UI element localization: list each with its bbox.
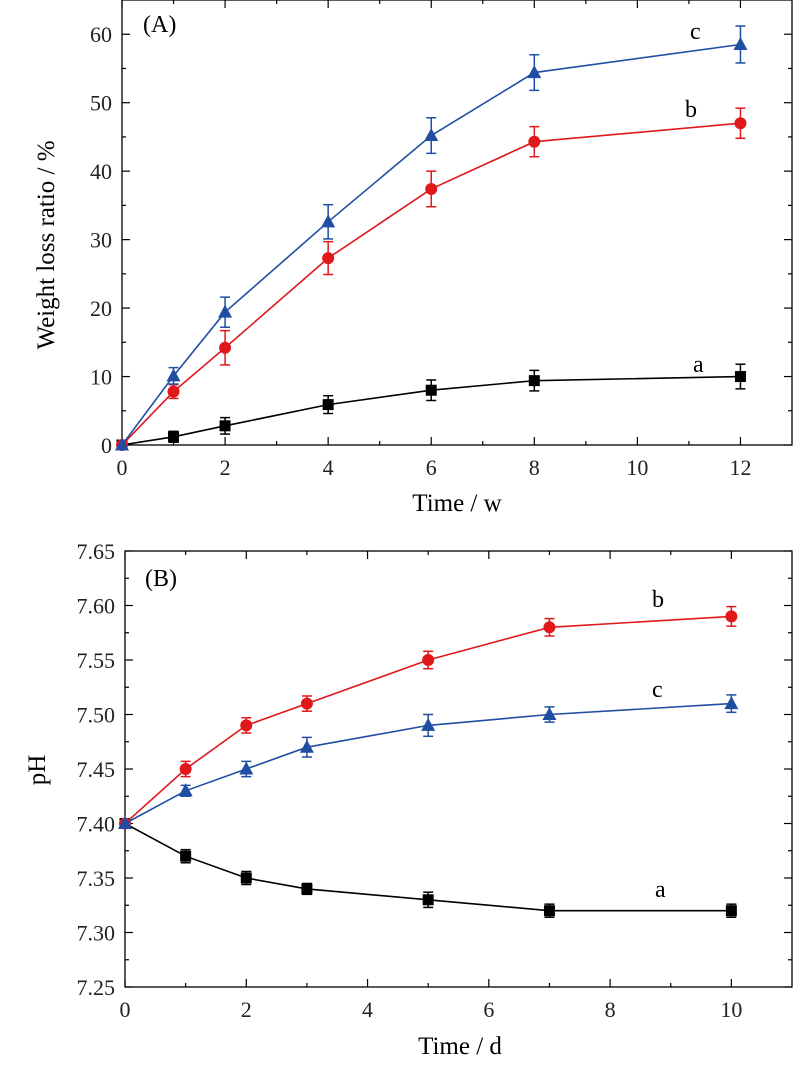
panel-a-x-axis-label: Time / w	[412, 490, 501, 517]
panel-b-series-a: a	[119, 818, 737, 918]
y-tick-label: 7.45	[77, 757, 116, 782]
y-tick-label: 7.40	[77, 812, 116, 837]
x-tick-label: 6	[483, 997, 494, 1022]
data-point-square	[240, 872, 252, 884]
data-point-square	[322, 399, 334, 411]
y-tick-label: 7.35	[77, 866, 116, 891]
series-label-c: c	[690, 19, 701, 45]
y-tick-label: 50	[90, 91, 112, 116]
data-point-circle	[219, 341, 232, 354]
data-point-square	[168, 431, 180, 443]
x-tick-label: 4	[362, 997, 373, 1022]
panel-a-ticks: 0 2 4 6 8 10 12 0 10 20 30 40 50 60	[90, 0, 792, 480]
series-label-c: c	[652, 677, 663, 703]
panel-a-series: a b c	[115, 19, 748, 451]
panel-a-plot-frame	[121, 0, 793, 446]
data-point-circle	[543, 621, 556, 634]
data-point-square	[734, 371, 746, 383]
series-label-b: b	[652, 587, 664, 613]
y-tick-label: 40	[90, 159, 112, 184]
series-label-b: b	[685, 97, 697, 123]
data-point-square	[543, 905, 555, 917]
data-point-triangle	[321, 214, 336, 228]
data-point-circle	[425, 182, 438, 195]
data-point-circle	[179, 763, 192, 775]
panel-b-series-c: c	[118, 677, 739, 829]
y-tick-label: 7.50	[77, 703, 116, 728]
data-point-triangle	[118, 816, 132, 829]
data-point-square	[219, 420, 231, 432]
panel-b-x-axis-label: Time / d	[418, 1033, 502, 1060]
series-label-a: a	[655, 877, 666, 903]
y-tick-label: 7.55	[77, 648, 116, 673]
x-tick-label: 12	[729, 455, 751, 480]
data-point-circle	[734, 117, 747, 130]
data-point-triangle	[166, 368, 181, 382]
data-point-square	[422, 894, 434, 906]
data-point-circle	[322, 252, 335, 265]
panel-b-ph-chart: (B) Time / d pH 0 2 4 6 8 10 7.25 7.30 7.35 7.40 7…	[24, 539, 793, 1060]
x-tick-label: 6	[426, 455, 437, 480]
panel-a-weight-loss-chart: (A) Time / w Weight loss ratio / % 0 2 4 6 8…	[33, 0, 793, 517]
panel-a-y-axis-label: Weight loss ratio / %	[33, 140, 60, 349]
data-point-circle	[422, 654, 435, 666]
data-point-circle	[725, 610, 738, 623]
data-point-square	[528, 375, 540, 387]
y-tick-label: 7.25	[77, 975, 116, 1000]
x-tick-label: 8	[605, 997, 616, 1022]
y-tick-label: 7.30	[77, 921, 116, 946]
data-point-triangle	[542, 707, 557, 720]
y-tick-label: 30	[90, 228, 112, 253]
panel-a-series-c: c	[115, 19, 748, 451]
data-point-square	[180, 850, 192, 862]
data-point-square	[725, 905, 737, 917]
panel-a-label: (A)	[143, 12, 176, 38]
x-tick-label: 10	[626, 455, 648, 480]
x-tick-label: 2	[220, 455, 231, 480]
data-point-square	[425, 384, 437, 396]
panel-b-ticks: 0 2 4 6 8 10 7.25 7.30 7.35 7.40 7.45 7.50 7.55 7.60 7…	[77, 539, 792, 1022]
y-tick-label: 7.60	[77, 594, 116, 619]
x-tick-label: 2	[241, 997, 252, 1022]
y-tick-label: 7.65	[77, 539, 116, 564]
x-tick-label: 10	[720, 997, 742, 1022]
panel-a-series-a: a	[116, 352, 746, 451]
data-point-triangle	[218, 304, 233, 318]
panel-b-label: (B)	[145, 566, 177, 592]
series-label-a: a	[693, 352, 704, 378]
panel-b-y-axis-label: pH	[24, 755, 51, 786]
y-tick-label: 20	[90, 296, 112, 321]
data-point-circle	[167, 385, 180, 398]
y-tick-label: 60	[90, 22, 112, 47]
panel-b-series-b: b	[119, 587, 738, 830]
data-point-triangle	[527, 65, 542, 79]
panel-b-series: a b c	[118, 587, 739, 918]
panel-b-plot-frame	[124, 550, 793, 988]
data-point-circle	[528, 135, 541, 148]
data-point-triangle	[115, 437, 129, 451]
data-point-triangle	[239, 761, 254, 775]
x-tick-label: 8	[529, 455, 540, 480]
data-point-circle	[300, 697, 313, 710]
data-point-square	[301, 883, 313, 895]
y-tick-label: 10	[90, 365, 112, 390]
x-tick-label: 0	[120, 997, 131, 1022]
data-point-circle	[240, 719, 253, 732]
data-point-triangle	[424, 128, 439, 142]
data-point-triangle	[178, 783, 193, 797]
data-point-triangle	[733, 37, 748, 50]
y-tick-label: 0	[101, 433, 112, 458]
data-point-triangle	[421, 717, 436, 731]
x-tick-label: 0	[117, 455, 128, 480]
x-tick-label: 4	[323, 455, 334, 480]
data-point-triangle	[299, 739, 314, 753]
data-point-triangle	[724, 696, 739, 710]
